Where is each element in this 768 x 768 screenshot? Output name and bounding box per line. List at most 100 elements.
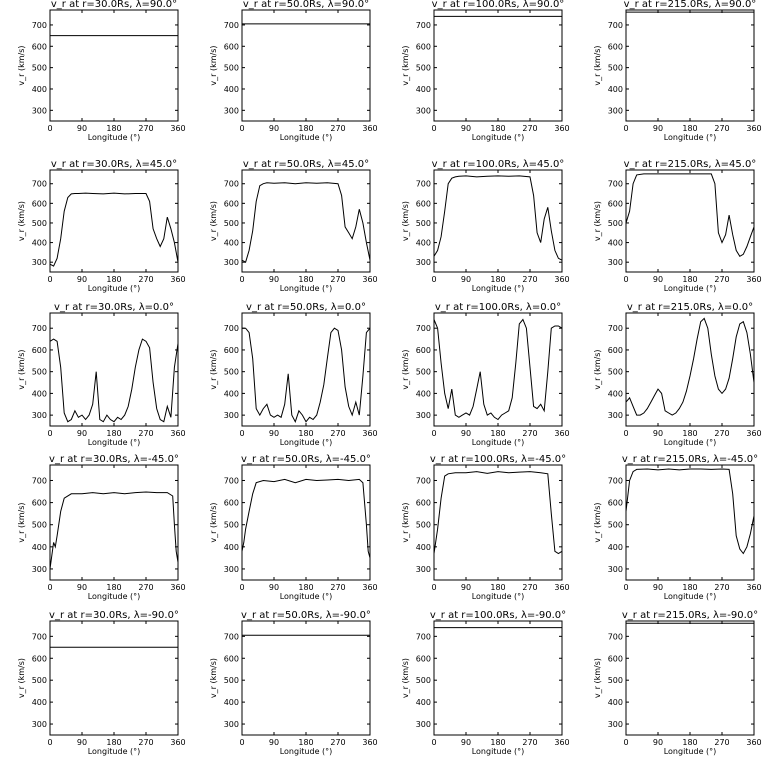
x-tick-label: 0 (47, 275, 52, 284)
x-tick-label: 360 (362, 429, 377, 438)
y-tick-label: 700 (608, 476, 623, 485)
y-tick-label: 500 (32, 521, 47, 530)
x-tick-label: 0 (47, 429, 52, 438)
series-line (242, 327, 371, 423)
y-tick-label: 500 (608, 219, 623, 228)
x-tick-label: 0 (431, 583, 436, 592)
y-tick-label: 400 (224, 543, 239, 552)
y-axis-label: v_r (km/s) (593, 349, 602, 389)
panel-r1-c0: v_r at r=30.0Rs, λ=45.0° 0 90 180 270 360 300 4… (17, 159, 186, 293)
panel-title: v_r at r=50.0Rs, λ=45.0° (243, 159, 369, 170)
plot-frame (49, 169, 179, 273)
panel-r0-c1: v_r at r=50.0Rs, λ=90.0° 0 90 180 270 360 300 4… (209, 0, 378, 142)
y-axis-label: v_r (km/s) (401, 658, 410, 698)
panel-r4-c0: v_r at r=30.0Rs, λ=-90.0° 0 90 180 270 360 300… (17, 610, 186, 756)
y-axis-label: v_r (km/s) (209, 502, 218, 542)
y-tick-label: 600 (32, 199, 47, 208)
x-tick-label: 270 (138, 429, 153, 438)
series-line (433, 318, 563, 421)
x-tick-label: 360 (554, 275, 569, 284)
x-tick-label: 180 (106, 738, 121, 747)
x-tick-label: 360 (746, 583, 761, 592)
y-tick-label: 400 (224, 698, 239, 707)
y-tick-label: 500 (224, 521, 239, 530)
x-tick-label: 90 (269, 275, 279, 284)
x-tick-label: 180 (682, 275, 697, 284)
x-axis-label: Longitude (°) (664, 438, 717, 447)
x-tick-label: 0 (239, 738, 244, 747)
y-tick-label: 500 (224, 368, 239, 377)
x-tick-label: 360 (362, 124, 377, 133)
y-tick-label: 600 (416, 42, 431, 51)
y-tick-label: 400 (416, 239, 431, 248)
x-tick-label: 90 (269, 429, 279, 438)
y-axis-label: v_r (km/s) (401, 502, 410, 542)
x-tick-label: 360 (362, 738, 377, 747)
panel-title: v_r at r=215.0Rs, λ=0.0° (627, 302, 753, 313)
x-tick-label: 0 (239, 124, 244, 133)
y-axis-label: v_r (km/s) (17, 45, 26, 85)
panel-title: v_r at r=100.0Rs, λ=0.0° (435, 302, 561, 313)
y-tick-label: 300 (416, 565, 431, 574)
x-tick-label: 270 (714, 738, 729, 747)
panel-title: v_r at r=30.0Rs, λ=-90.0° (49, 610, 179, 621)
x-tick-label: 270 (138, 275, 153, 284)
series-line (625, 173, 755, 257)
x-tick-label: 0 (431, 275, 436, 284)
panel-title: v_r at r=100.0Rs, λ=90.0° (432, 0, 565, 10)
panel-title: v_r at r=100.0Rs, λ=45.0° (432, 159, 565, 170)
x-tick-label: 180 (298, 429, 313, 438)
x-tick-label: 270 (138, 124, 153, 133)
series-line (433, 175, 563, 261)
y-axis-label: v_r (km/s) (401, 45, 410, 85)
x-tick-label: 0 (239, 583, 244, 592)
y-tick-label: 400 (608, 698, 623, 707)
y-tick-label: 500 (608, 521, 623, 530)
series-line (49, 338, 179, 423)
x-tick-label: 0 (239, 275, 244, 284)
y-tick-label: 500 (608, 676, 623, 685)
x-tick-label: 90 (269, 124, 279, 133)
y-axis-label: v_r (km/s) (401, 349, 410, 389)
x-tick-label: 0 (47, 738, 52, 747)
plot-frame (241, 9, 371, 122)
y-tick-label: 400 (224, 389, 239, 398)
x-tick-label: 180 (298, 738, 313, 747)
y-tick-label: 300 (32, 258, 47, 267)
x-tick-label: 90 (461, 429, 471, 438)
y-tick-label: 700 (416, 632, 431, 641)
x-tick-label: 270 (330, 275, 345, 284)
series-line (49, 192, 179, 267)
panel-r3-c0: v_r at r=30.0Rs, λ=-45.0° 0 90 180 270 360 300… (17, 454, 186, 601)
y-tick-label: 500 (224, 676, 239, 685)
x-tick-label: 180 (106, 583, 121, 592)
x-axis-label: Longitude (°) (280, 592, 333, 601)
x-tick-label: 270 (138, 583, 153, 592)
y-tick-label: 300 (32, 106, 47, 115)
x-tick-label: 0 (431, 124, 436, 133)
y-tick-label: 600 (608, 499, 623, 508)
y-tick-label: 300 (608, 411, 623, 420)
y-tick-label: 500 (608, 64, 623, 73)
x-tick-label: 90 (77, 429, 87, 438)
x-tick-label: 360 (746, 738, 761, 747)
plot-frame (241, 312, 371, 427)
panel-r0-c2: v_r at r=100.0Rs, λ=90.0° 0 90 180 270 360 300… (401, 0, 570, 142)
y-tick-label: 300 (32, 411, 47, 420)
x-tick-label: 270 (330, 124, 345, 133)
series-line (433, 471, 563, 555)
y-axis-label: v_r (km/s) (17, 201, 26, 241)
plot-frame (241, 464, 371, 581)
y-tick-label: 600 (608, 42, 623, 51)
y-tick-label: 400 (32, 85, 47, 94)
y-tick-label: 700 (32, 476, 47, 485)
y-axis-label: v_r (km/s) (593, 502, 602, 542)
x-tick-label: 270 (714, 275, 729, 284)
x-tick-label: 270 (330, 583, 345, 592)
x-tick-label: 90 (653, 275, 663, 284)
x-tick-label: 180 (490, 429, 505, 438)
plot-frame (625, 620, 755, 736)
y-tick-label: 600 (32, 42, 47, 51)
y-tick-label: 700 (32, 180, 47, 189)
